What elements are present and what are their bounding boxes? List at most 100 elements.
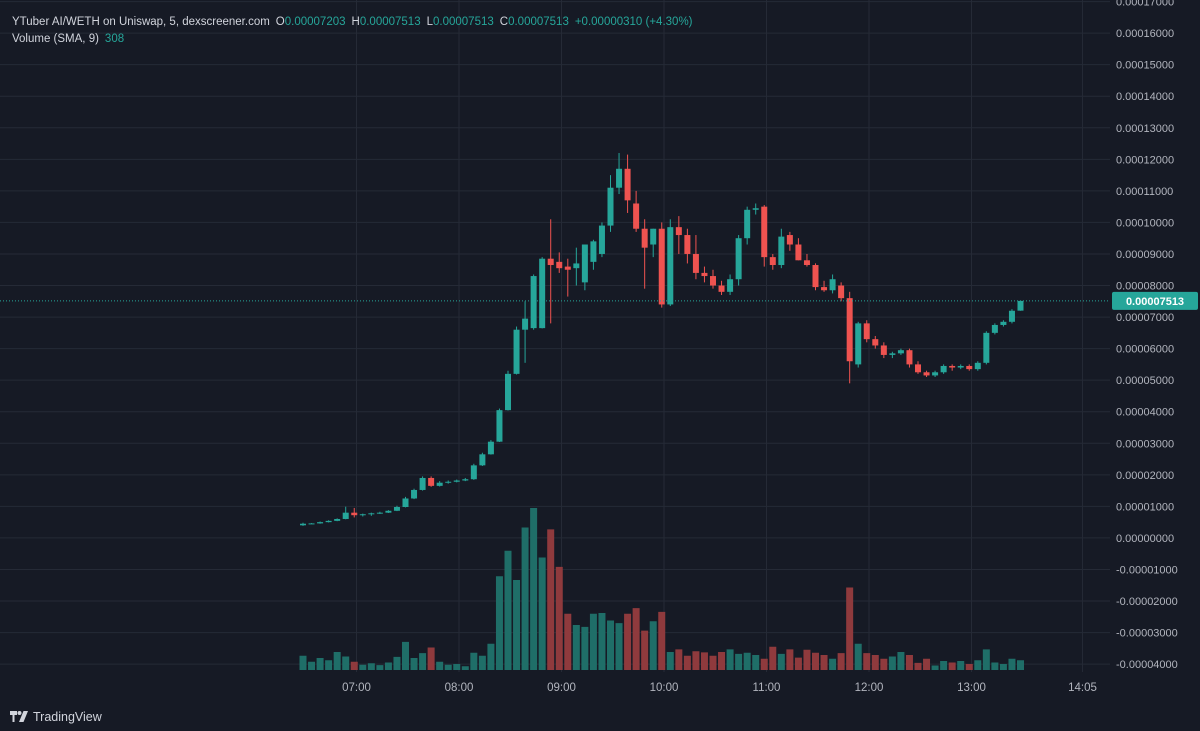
candle-body xyxy=(658,228,665,305)
candle-body xyxy=(735,238,742,280)
candle-body xyxy=(573,263,580,269)
time-tick-label: 12:00 xyxy=(855,682,884,694)
price-tick-label: 0.00005000 xyxy=(1116,375,1174,387)
volume-bar xyxy=(752,655,760,670)
volume-bar xyxy=(888,656,896,670)
chart-area[interactable] xyxy=(0,0,1110,672)
price-tick-label: 0.00000000 xyxy=(1116,533,1174,545)
candle xyxy=(718,280,725,295)
candle-body xyxy=(436,482,443,486)
chart-legend: YTuber AI/WETH on Uniswap, 5, dexscreene… xyxy=(12,14,699,48)
volume-bar xyxy=(538,557,546,670)
candle xyxy=(684,228,691,264)
volume-bar xyxy=(837,653,845,670)
price-tick-label: 0.00017000 xyxy=(1116,0,1174,9)
volume-bar xyxy=(897,652,905,670)
price-tick-label: 0.00010000 xyxy=(1116,217,1174,229)
volume-bar xyxy=(718,652,726,670)
candle xyxy=(539,257,546,329)
candle xyxy=(710,269,716,289)
candle-body xyxy=(428,477,435,486)
time-tick-label: 07:00 xyxy=(342,682,371,694)
candle-body xyxy=(838,285,845,299)
candle xyxy=(752,203,759,215)
candle-body xyxy=(778,236,785,266)
volume-bar xyxy=(607,620,614,670)
candle-body xyxy=(616,168,623,188)
candle-body xyxy=(803,260,810,266)
candles xyxy=(300,153,1024,526)
price-scale[interactable]: 0.00017000 0.00016000 0.00015000 0.00014000… xyxy=(1110,0,1200,672)
volume-bar xyxy=(820,655,828,670)
candle xyxy=(966,364,973,371)
candle-body xyxy=(479,454,486,466)
candle-body xyxy=(846,298,853,362)
low-key: L xyxy=(426,16,433,28)
candle-body xyxy=(710,276,716,286)
candle-body xyxy=(932,372,939,376)
candle-body xyxy=(342,512,349,519)
volume-bar xyxy=(572,625,580,670)
candle xyxy=(897,348,904,355)
candle xyxy=(880,342,887,359)
candle xyxy=(983,331,990,365)
time-axis[interactable]: 07:00 08:00 09:00 10:00 11:00 12:00 13:00 14:05… xyxy=(0,672,1110,702)
candle-body xyxy=(581,244,588,283)
volume-bar xyxy=(513,580,521,670)
candle xyxy=(522,301,529,363)
volume-bar xyxy=(683,655,691,670)
tradingview-brand[interactable]: TradingView xyxy=(10,710,102,724)
candle-body xyxy=(487,441,494,455)
candle xyxy=(487,440,494,455)
candle-body xyxy=(368,513,375,515)
candle xyxy=(1008,309,1015,324)
candle xyxy=(436,481,443,487)
candle xyxy=(906,348,913,368)
volume-bar xyxy=(999,664,1007,670)
close-key: C xyxy=(499,16,509,28)
candle-body xyxy=(872,339,879,346)
volume-bar xyxy=(991,662,999,670)
candle-body xyxy=(855,323,862,365)
volume-bar xyxy=(854,643,862,670)
volume-bar xyxy=(598,613,606,670)
time-tick-label: 14:05 xyxy=(1068,682,1097,694)
open-value: 0.00007203 xyxy=(284,16,346,28)
candle xyxy=(957,364,964,370)
candlestick-chart[interactable] xyxy=(0,0,1110,672)
time-scale[interactable]: 07:00 08:00 09:00 10:00 11:00 12:00 13:00 14:05… xyxy=(0,672,1110,702)
candle xyxy=(846,291,853,384)
volume-bar xyxy=(325,660,333,670)
candle xyxy=(317,521,324,524)
candle-body xyxy=(376,512,383,514)
volume-bar xyxy=(846,587,854,670)
candle-body xyxy=(1008,310,1015,322)
candle xyxy=(564,258,571,297)
candle-body xyxy=(727,279,734,292)
candle xyxy=(513,326,520,375)
last-price-value: 0.00007513 xyxy=(1126,296,1184,308)
candle xyxy=(633,190,640,232)
volume-bar xyxy=(504,550,512,670)
volume-bar xyxy=(829,658,837,670)
candle-body xyxy=(624,168,631,201)
candle xyxy=(761,205,768,267)
candle xyxy=(308,523,315,525)
candle-body xyxy=(513,329,520,374)
price-tick-label: 0.00009000 xyxy=(1116,249,1174,261)
candle xyxy=(581,244,588,291)
candle xyxy=(402,496,409,508)
price-axis[interactable]: 0.00017000 0.00016000 0.00015000 0.00014000… xyxy=(1110,0,1200,672)
ohlc-legend-row: YTuber AI/WETH on Uniswap, 5, dexscreene… xyxy=(12,14,699,31)
volume-bar xyxy=(769,646,777,670)
candle xyxy=(530,274,537,330)
volume-bar xyxy=(444,664,452,670)
candle xyxy=(1017,300,1024,311)
candle xyxy=(325,520,332,523)
footer: TradingView xyxy=(0,702,1200,731)
volume-bar xyxy=(410,658,418,670)
candle xyxy=(479,452,486,466)
time-tick-label: 13:00 xyxy=(957,682,986,694)
candle-body xyxy=(940,365,947,373)
price-tick-label: 0.00001000 xyxy=(1116,501,1174,513)
